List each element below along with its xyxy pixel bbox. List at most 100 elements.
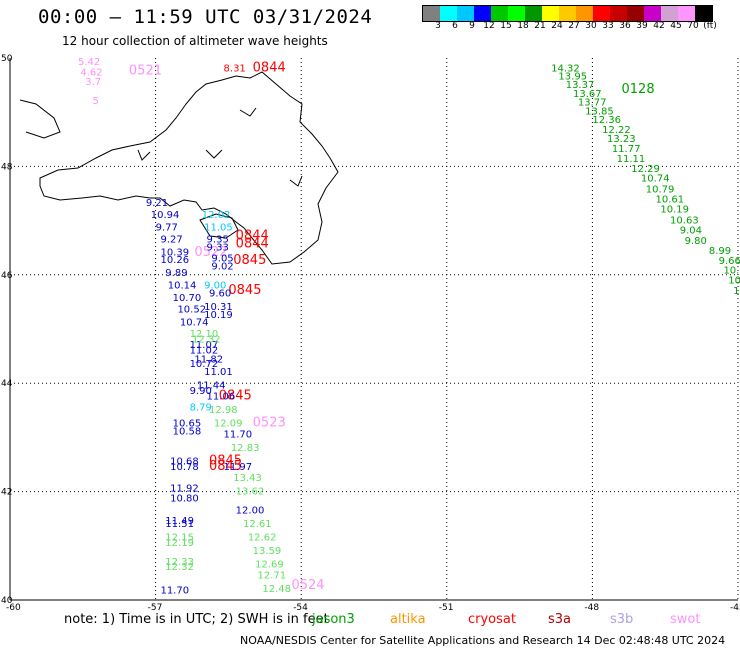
latitude-tick-label: 42 bbox=[1, 488, 12, 498]
wave-height-value: 12.61 bbox=[243, 519, 272, 530]
color-legend-label: 15 bbox=[500, 21, 512, 31]
color-legend-swatch bbox=[627, 6, 644, 21]
mission-legend-item: s3a bbox=[548, 612, 572, 627]
color-legend-label: 18 bbox=[517, 21, 529, 31]
color-legend-label: 9 bbox=[469, 21, 475, 31]
pass-time-label: 0845 bbox=[233, 253, 266, 268]
wave-height-value: 11.70 bbox=[224, 429, 253, 440]
wave-height-value: 12.32 bbox=[192, 335, 221, 346]
wave-height-value: 12.22 bbox=[602, 125, 631, 136]
wave-height-value: 14.32 bbox=[551, 64, 580, 75]
mission-legend-item: swot bbox=[670, 612, 701, 627]
wave-height-value: 10.26 bbox=[160, 255, 189, 266]
wave-height-value: 12.33 bbox=[165, 557, 194, 568]
wave-height-value: 11.51 bbox=[165, 519, 194, 530]
wave-height-value: 10.52 bbox=[177, 305, 206, 316]
longitude-tick-label: -54 bbox=[293, 603, 308, 613]
color-legend-label: 70 bbox=[687, 21, 699, 31]
longitude-tick-label: -45 bbox=[730, 603, 740, 613]
longitude-tick-label: -48 bbox=[584, 603, 599, 613]
color-legend-swatch bbox=[593, 6, 610, 21]
wave-height-value: 13.85 bbox=[585, 106, 614, 117]
wave-height-value: 13.59 bbox=[253, 546, 282, 557]
wave-height-value: 5 bbox=[93, 96, 99, 107]
latitude-tick-label: 46 bbox=[1, 271, 13, 281]
pass-time-label: 0845 bbox=[209, 459, 242, 474]
mission-legend-item: cryosat bbox=[468, 612, 516, 627]
color-legend-swatch bbox=[508, 6, 525, 21]
wave-height-value: 10.6 bbox=[723, 266, 740, 277]
color-legend-swatch bbox=[644, 6, 661, 21]
wave-height-value: 10.74 bbox=[180, 318, 209, 329]
wave-height-value: 9.02 bbox=[211, 261, 233, 272]
wave-height-value: 9.35 bbox=[207, 234, 229, 245]
wave-height-value: 10.80 bbox=[170, 493, 199, 504]
color-legend-swatch bbox=[440, 6, 457, 21]
wave-height-value: 12.19 bbox=[165, 538, 194, 549]
wave-height-value: 10.14 bbox=[168, 280, 197, 291]
wave-height-value: 10.94 bbox=[151, 210, 180, 221]
color-legend-label: 42 bbox=[653, 21, 665, 31]
pass-time-label: 0522 bbox=[194, 245, 227, 260]
wave-height-value: 10. bbox=[728, 275, 740, 286]
pass-time-label: 0844 bbox=[253, 61, 286, 76]
color-legend-label: (ft) bbox=[703, 21, 717, 31]
mission-legend-item: jason3 bbox=[312, 612, 355, 627]
footnote: note: 1) Time is in UTC; 2) SWH is in fe… bbox=[64, 612, 329, 627]
color-legend-label: 45 bbox=[670, 21, 682, 31]
wave-height-value: 10.61 bbox=[655, 195, 684, 206]
wave-height-value: 11.05 bbox=[204, 222, 233, 233]
color-legend-label: 39 bbox=[636, 21, 648, 31]
wave-height-value: 4.62 bbox=[80, 67, 102, 78]
wave-height-value: 9.80 bbox=[685, 236, 707, 247]
color-legend-label: 6 bbox=[452, 21, 458, 31]
longitude-tick-label: -60 bbox=[6, 603, 21, 613]
wave-height-value: 10.19 bbox=[204, 310, 233, 321]
wave-height-value: 9.05 bbox=[211, 253, 233, 264]
altimeter-tracks: 14.3213.9513.3713.6713.7713.8512.3612.22… bbox=[78, 57, 740, 596]
color-legend-label: 12 bbox=[483, 21, 495, 31]
wave-height-value: 11.70 bbox=[160, 585, 189, 596]
wave-height-value: 8.99 bbox=[709, 246, 731, 257]
pass-time-label: 0845 bbox=[219, 388, 252, 403]
color-legend-swatch bbox=[695, 6, 712, 21]
mission-legend-item: s3b bbox=[610, 612, 634, 627]
wave-height-value: 9.04 bbox=[680, 226, 702, 237]
wave-height-value: 12.98 bbox=[209, 405, 238, 416]
color-legend-swatch bbox=[610, 6, 627, 21]
color-legend-label: 36 bbox=[619, 21, 631, 31]
color-legend-label: 24 bbox=[551, 21, 563, 31]
wave-height-value: 10.63 bbox=[670, 215, 699, 226]
wave-height-value: 8.79 bbox=[190, 402, 212, 413]
wave-height-value: 10.19 bbox=[660, 204, 689, 215]
wave-height-value: 12.48 bbox=[262, 584, 291, 595]
wave-height-value: 10.78 bbox=[170, 462, 199, 473]
pass-time-label: 0521 bbox=[129, 63, 162, 78]
wave-height-value: 9.60 bbox=[209, 288, 231, 299]
wave-height-value: 9.00 bbox=[204, 280, 226, 291]
pass-time-label: 0844 bbox=[236, 237, 269, 252]
wave-height-value: 9.77 bbox=[156, 222, 178, 233]
wave-height-value: 11.92 bbox=[170, 484, 199, 495]
page-subtitle: 12 hour collection of altimeter wave hei… bbox=[62, 34, 328, 48]
wave-height-value: 9.89 bbox=[165, 268, 187, 279]
wave-height-value: 1 bbox=[733, 286, 739, 297]
wave-height-value: 12.09 bbox=[214, 419, 243, 430]
wave-height-value: 12.36 bbox=[592, 115, 621, 126]
latitude-tick-label: 50 bbox=[1, 54, 13, 64]
latitude-tick-label: 48 bbox=[1, 162, 13, 172]
color-legend-swatch bbox=[525, 6, 542, 21]
pass-time-label: 0524 bbox=[291, 578, 324, 593]
color-legend-swatch bbox=[576, 6, 593, 21]
map-frame bbox=[9, 58, 738, 601]
pass-time-label: 0844 bbox=[236, 229, 269, 244]
color-legend-swatch bbox=[542, 6, 559, 21]
wave-height-value: 3.7 bbox=[85, 77, 101, 88]
wave-height-value: 12.02 bbox=[202, 210, 231, 221]
color-legend-label: 3 bbox=[435, 21, 441, 31]
wave-height-value: 11.07 bbox=[190, 340, 219, 351]
wave-height-value: 10.65 bbox=[173, 419, 202, 430]
latitude-tick-label: 40 bbox=[1, 596, 13, 606]
wave-height-value: 10.39 bbox=[160, 247, 189, 258]
credit-line: NOAA/NESDIS Center for Satellite Applica… bbox=[240, 634, 726, 647]
